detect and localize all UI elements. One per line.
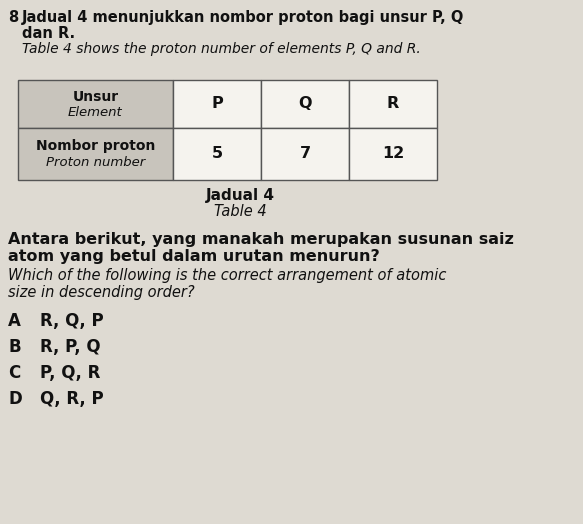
Text: C: C [8, 364, 20, 382]
Text: Unsur: Unsur [72, 90, 118, 104]
Bar [173, 80, 261, 128]
Text: B: B [8, 338, 20, 356]
Bar [261, 128, 349, 180]
Text: D: D [8, 390, 22, 408]
Text: size in descending order?: size in descending order? [8, 285, 195, 300]
Text: Table 4 shows the proton number of elements P, Q and R.: Table 4 shows the proton number of eleme… [22, 42, 421, 56]
Text: 8: 8 [8, 10, 18, 25]
Text: Which of the following is the correct arrangement of atomic: Which of the following is the correct ar… [8, 268, 447, 283]
Bar [173, 128, 261, 180]
Text: R, P, Q: R, P, Q [40, 338, 101, 356]
Text: dan R.: dan R. [22, 26, 75, 41]
Text: 12: 12 [382, 147, 404, 161]
Bar [18, 128, 173, 180]
Bar [349, 80, 437, 128]
Text: Nombor proton: Nombor proton [36, 139, 155, 153]
Text: Jadual 4 menunjukkan nombor proton bagi unsur P, Q: Jadual 4 menunjukkan nombor proton bagi … [22, 10, 465, 25]
Text: Table 4: Table 4 [214, 204, 266, 219]
Bar [18, 80, 173, 128]
Text: Proton number: Proton number [46, 157, 145, 169]
Bar [349, 128, 437, 180]
Text: Jadual 4: Jadual 4 [205, 188, 275, 203]
Text: R, Q, P: R, Q, P [40, 312, 104, 330]
Text: R: R [387, 96, 399, 112]
Text: Antara berikut, yang manakah merupakan susunan saiz: Antara berikut, yang manakah merupakan s… [8, 232, 514, 247]
Text: atom yang betul dalam urutan menurun?: atom yang betul dalam urutan menurun? [8, 249, 380, 264]
Bar [261, 80, 349, 128]
Text: Element: Element [68, 106, 123, 119]
Text: P, Q, R: P, Q, R [40, 364, 100, 382]
Text: P: P [211, 96, 223, 112]
Text: Q: Q [298, 96, 312, 112]
Text: A: A [8, 312, 21, 330]
Text: Q, R, P: Q, R, P [40, 390, 104, 408]
Text: 7: 7 [300, 147, 311, 161]
Text: 5: 5 [212, 147, 223, 161]
